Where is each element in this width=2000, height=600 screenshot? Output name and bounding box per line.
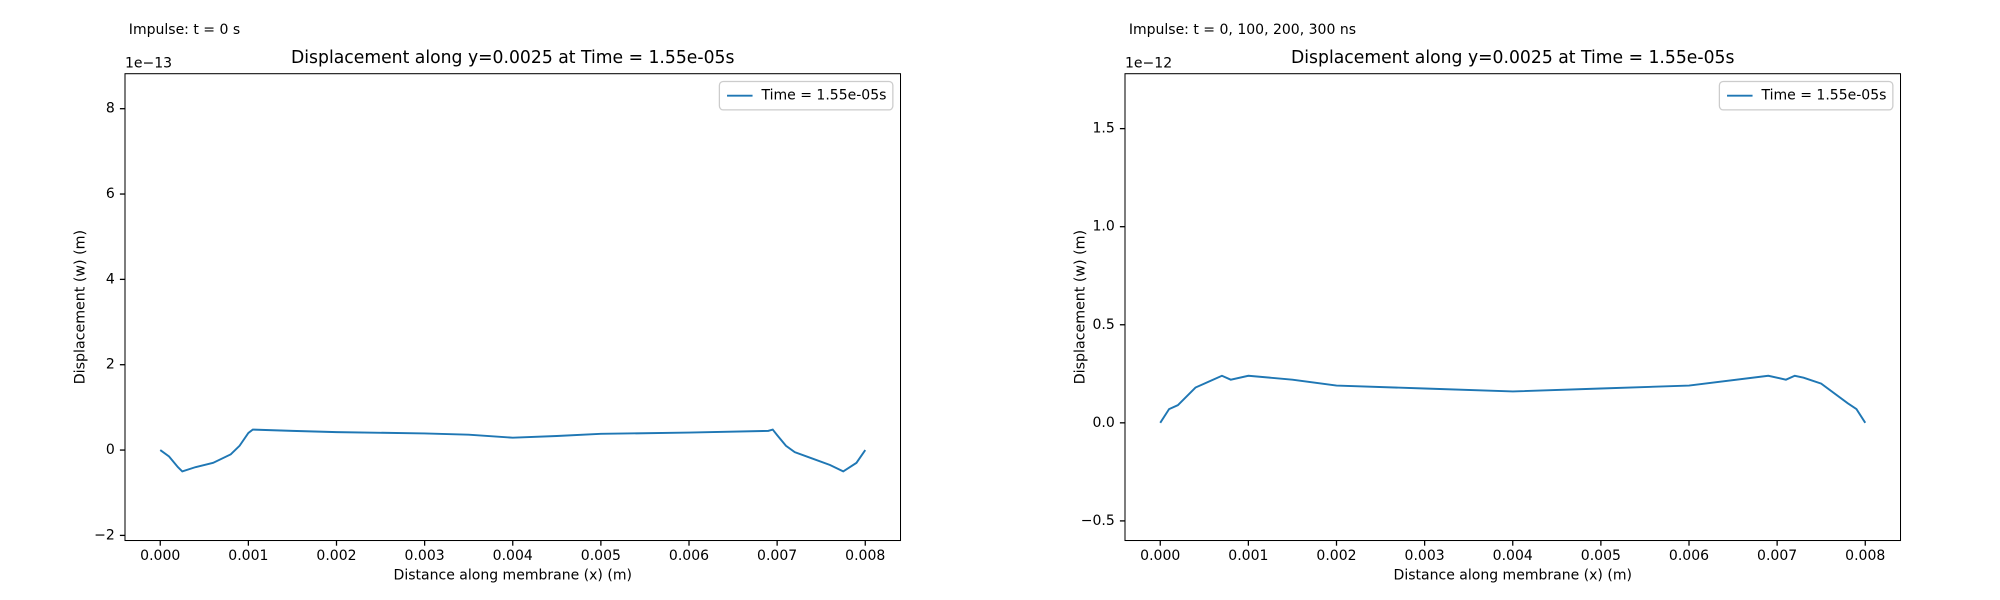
y-tick-label: 0.0: [1092, 415, 1114, 431]
data-line: [159, 428, 867, 473]
x-tick-label: 0.002: [316, 548, 356, 564]
x-axis-label: Distance along membrane (x) (m): [1394, 567, 1632, 583]
y-tick-label: −0.5: [1081, 513, 1115, 529]
y-tick-label: 1.5: [1092, 121, 1114, 137]
legend-box: [1718, 80, 1894, 111]
y-offset-label: 1e−13: [125, 55, 172, 71]
chart-title: Displacement along y=0.0025 at Time = 1.…: [291, 48, 734, 68]
plot-frame: [124, 73, 902, 542]
y-tick-label: 6: [106, 186, 115, 202]
y-axis-label: Displacement (w) (m): [72, 230, 88, 384]
legend-label: Time = 1.55e-05s: [760, 88, 886, 104]
x-tick-label: 0.005: [1581, 548, 1621, 564]
annotation: Impulse: t = 0, 100, 200, 300 ns: [1129, 22, 1356, 38]
x-tick-label: 0.004: [1493, 548, 1533, 564]
x-tick-label: 0.004: [493, 548, 533, 564]
y-tick-label: 8: [106, 101, 115, 117]
x-tick-label: 0.003: [405, 548, 445, 564]
y-axis-label: Displacement (w) (m): [1072, 230, 1088, 384]
x-tick-label: 0.006: [1669, 548, 1709, 564]
annotation: Impulse: t = 0 s: [129, 22, 240, 38]
y-tick-label: 4: [106, 271, 115, 287]
plot-frame: [1124, 73, 1902, 542]
y-tick-label: 0.5: [1092, 317, 1114, 333]
legend-label: Time = 1.55e-05s: [1760, 88, 1886, 104]
legend-box: [718, 80, 894, 111]
x-tick-label: 0.007: [1757, 548, 1797, 564]
x-axis-label: Distance along membrane (x) (m): [394, 567, 632, 583]
chart-title: Displacement along y=0.0025 at Time = 1.…: [1291, 48, 1734, 68]
x-tick-label: 0.005: [581, 548, 621, 564]
y-tick-label: 0: [106, 442, 115, 458]
x-tick-label: 0.008: [845, 548, 885, 564]
data-line: [1159, 374, 1867, 424]
x-tick-label: 0.008: [1845, 548, 1885, 564]
x-tick-label: 0.000: [1140, 548, 1180, 564]
y-offset-label: 1e−12: [1125, 55, 1172, 71]
x-tick-label: 0.002: [1316, 548, 1356, 564]
x-tick-label: 0.001: [1228, 548, 1268, 564]
x-tick-label: 0.007: [757, 548, 797, 564]
x-tick-label: 0.000: [140, 548, 180, 564]
y-tick-label: 2: [106, 357, 115, 373]
x-tick-label: 0.003: [1405, 548, 1445, 564]
y-tick-label: 1.0: [1092, 219, 1114, 235]
x-tick-label: 0.001: [228, 548, 268, 564]
y-tick-label: −2: [94, 527, 115, 543]
x-tick-label: 0.006: [669, 548, 709, 564]
